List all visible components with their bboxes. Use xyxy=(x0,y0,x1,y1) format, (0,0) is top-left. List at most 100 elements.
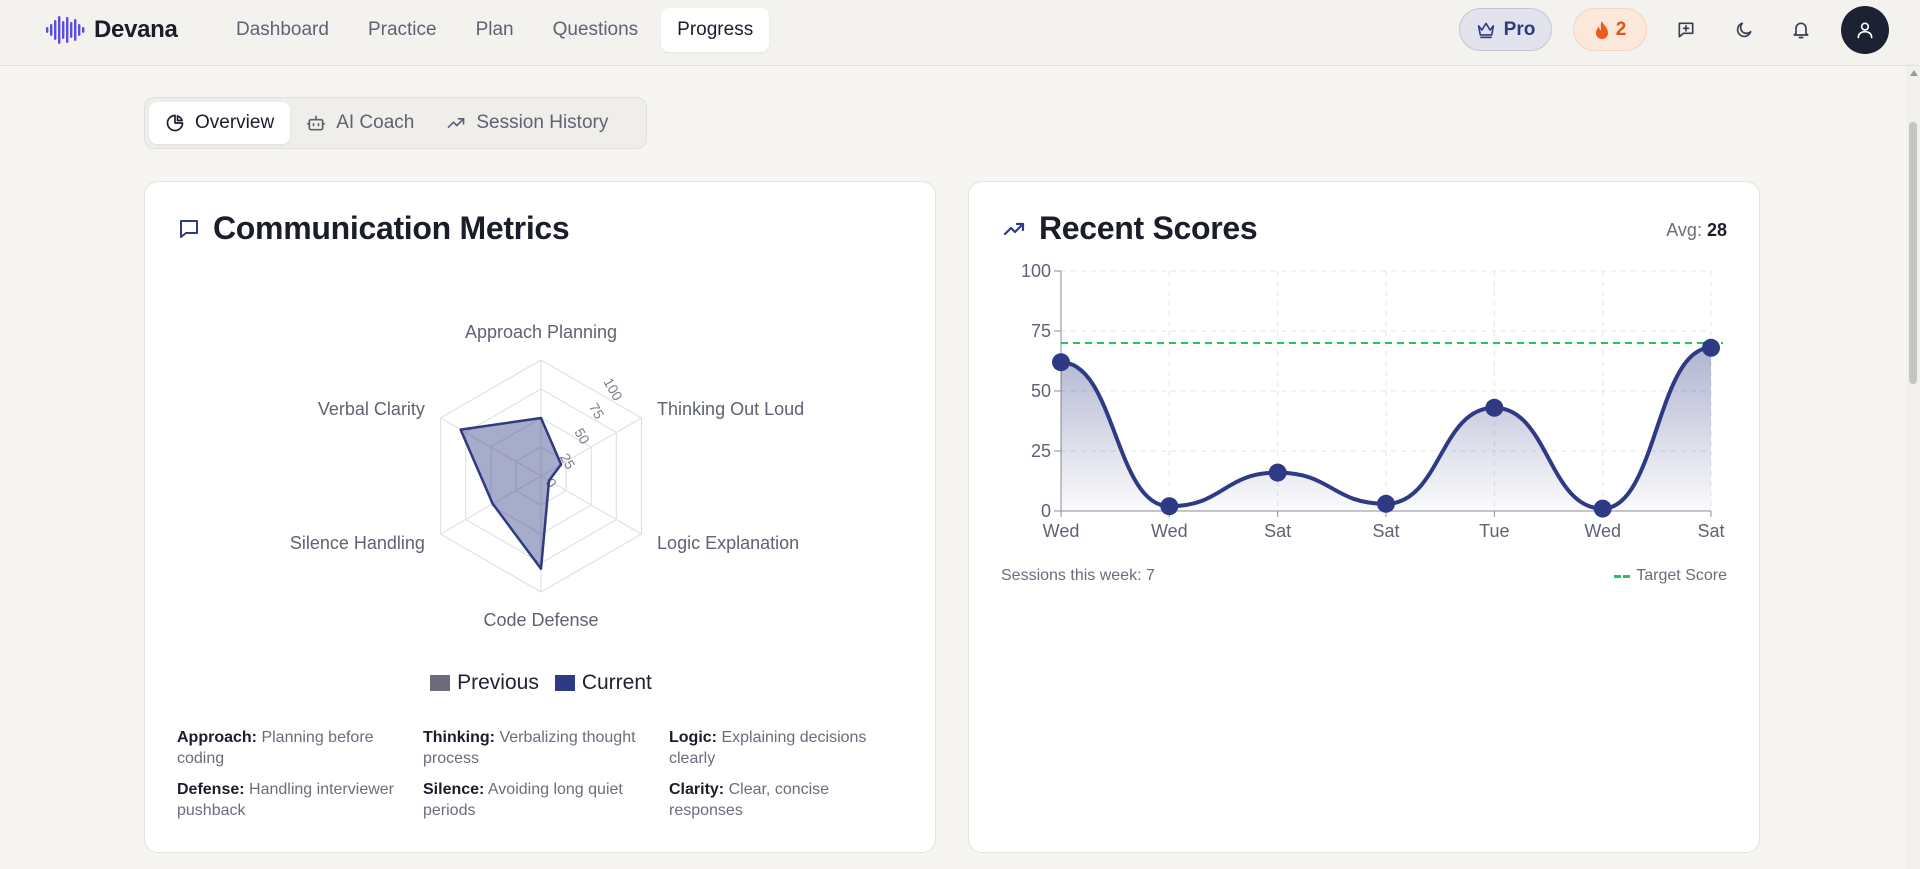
y-tick-label: 25 xyxy=(1031,441,1051,461)
metric-descriptions: Approach: Planning before coding Thinkin… xyxy=(177,727,907,821)
x-tick-label: Sat xyxy=(1697,521,1724,541)
target-score-swatch xyxy=(1614,574,1631,578)
score-point[interactable] xyxy=(1485,398,1504,417)
moon-icon xyxy=(1736,22,1752,38)
x-tick-label: Sat xyxy=(1264,521,1291,541)
x-tick-label: Wed xyxy=(1151,521,1188,541)
tab-session-history-label: Session History xyxy=(476,112,609,133)
streak-badge[interactable]: 2 xyxy=(1573,8,1647,51)
x-tick-label: Sat xyxy=(1372,521,1399,541)
target-score-label: Target Score xyxy=(1636,567,1727,584)
target-score-legend[interactable]: Target Score xyxy=(1614,567,1727,585)
notifications-button[interactable] xyxy=(1783,12,1819,48)
y-tick-label: 100 xyxy=(1021,261,1051,281)
radar-spoke xyxy=(440,475,542,535)
radar-axis-label: Logic Explanation xyxy=(657,533,799,553)
theme-toggle-button[interactable] xyxy=(1726,12,1762,48)
score-point[interactable] xyxy=(1052,353,1070,372)
feedback-button[interactable] xyxy=(1668,12,1704,48)
y-tick-label: 0 xyxy=(1041,501,1051,521)
trending-up-icon xyxy=(1003,222,1025,235)
x-tick-label: Wed xyxy=(1584,521,1621,541)
bot-icon xyxy=(307,115,326,131)
average-label: Avg: xyxy=(1666,220,1702,240)
communication-metrics-title: Communication Metrics xyxy=(213,210,570,246)
score-point[interactable] xyxy=(1268,463,1287,482)
x-tick-label: Tue xyxy=(1479,521,1509,541)
app-name: Devana xyxy=(94,16,178,43)
tab-ai-coach-label: AI Coach xyxy=(336,112,415,133)
main-nav: Dashboard Practice Plan Questions Progre… xyxy=(220,8,776,52)
average-score: Avg: 28 xyxy=(1666,220,1727,241)
logo[interactable]: Devana xyxy=(46,14,178,46)
nav-dashboard[interactable]: Dashboard xyxy=(236,19,329,40)
pro-badge[interactable]: Pro xyxy=(1459,8,1552,51)
legend-previous[interactable]: Previous xyxy=(430,671,539,695)
recent-scores-heading: Recent Scores xyxy=(1001,210,1258,247)
recent-scores-title: Recent Scores xyxy=(1039,210,1258,246)
communication-metrics-heading: Communication Metrics xyxy=(177,210,570,247)
nav-progress[interactable]: Progress xyxy=(661,8,770,52)
sound-wave-logo-icon xyxy=(46,16,85,44)
legend-current-swatch xyxy=(554,675,575,691)
radar-axis-label: Thinking Out Loud xyxy=(657,399,804,419)
radar-series-current[interactable] xyxy=(459,416,563,571)
score-point[interactable] xyxy=(1702,338,1720,357)
legend-previous-label: Previous xyxy=(457,671,539,694)
message-square-icon xyxy=(180,219,198,238)
radar-axis-label: Code Defense xyxy=(483,610,598,630)
feedback-icon xyxy=(1678,22,1694,38)
communication-metrics-card: Communication Metrics Approach Planning T… xyxy=(144,181,936,853)
tab-ai-coach[interactable]: AI Coach xyxy=(290,102,430,144)
tab-overview-label: Overview xyxy=(195,112,275,133)
nav-questions[interactable]: Questions xyxy=(552,19,639,40)
legend-previous-swatch xyxy=(430,675,451,691)
user-icon xyxy=(1857,22,1873,39)
desc-silence: Silence: Avoiding long quiet periods xyxy=(423,781,623,819)
recent-scores-card: Recent Scores Avg: 28 0 25 50 75 100 Wed Wed Sa… xyxy=(968,181,1760,853)
y-tick-label: 75 xyxy=(1031,321,1051,341)
user-avatar-button[interactable] xyxy=(1841,6,1889,54)
pro-label: Pro xyxy=(1503,18,1536,40)
radar-spoke xyxy=(540,475,642,535)
score-area xyxy=(1061,347,1711,511)
score-point[interactable] xyxy=(1160,497,1179,516)
pie-chart-icon xyxy=(166,114,184,132)
legend-current[interactable]: Current xyxy=(554,671,652,695)
sessions-this-week: Sessions this week: 7 xyxy=(1001,567,1155,584)
tab-overview[interactable]: Overview xyxy=(149,102,291,144)
x-tick-label: Wed xyxy=(1043,521,1080,541)
radar-chart-svg: Approach Planning Thinking Out Loud Logic … xyxy=(290,322,804,630)
desc-approach: Approach: Planning before coding xyxy=(177,729,374,767)
desc-defense: Defense: Handling interviewer pushback xyxy=(177,781,394,819)
progress-subtabs: Overview AI Coach Session History xyxy=(144,97,647,149)
crown-icon xyxy=(1477,22,1494,38)
nav-practice[interactable]: Practice xyxy=(367,19,437,40)
average-value: 28 xyxy=(1706,220,1727,240)
nav-plan[interactable]: Plan xyxy=(475,19,514,40)
line-chart-svg: 0 25 50 75 100 Wed Wed Sat Sat Tue Wed Sat xyxy=(1021,261,1725,541)
radar-chart: Approach Planning Thinking Out Loud Logic … xyxy=(145,302,937,722)
radar-legend: Previous Current xyxy=(145,668,937,698)
radar-tick-label: 50 xyxy=(571,425,593,447)
score-point[interactable] xyxy=(1593,499,1612,518)
score-point[interactable] xyxy=(1377,494,1395,513)
radar-spoke xyxy=(440,417,542,477)
streak-count: 2 xyxy=(1615,18,1627,40)
y-tick-label: 50 xyxy=(1031,381,1051,401)
radar-axis-label: Silence Handling xyxy=(290,533,425,553)
trending-up-icon xyxy=(448,118,465,128)
desc-clarity: Clarity: Clear, concise responses xyxy=(669,781,830,819)
desc-thinking: Thinking: Verbalizing thought process xyxy=(423,729,636,767)
scroll-up-arrow-icon[interactable] xyxy=(1910,70,1918,76)
tab-session-history[interactable]: Session History xyxy=(430,102,624,144)
flame-icon xyxy=(1595,20,1608,39)
legend-current-label: Current xyxy=(581,671,652,694)
radar-tick-label: 25 xyxy=(557,450,579,472)
top-navigation-bar: Devana Dashboard Practice Plan Questions… xyxy=(0,0,1920,66)
bell-icon xyxy=(1793,22,1809,39)
radar-axis-label: Verbal Clarity xyxy=(318,399,425,419)
radar-tick-label: 100 xyxy=(600,375,626,403)
radar-tick-label: 75 xyxy=(586,400,608,422)
scrollbar-thumb[interactable] xyxy=(1909,122,1917,384)
